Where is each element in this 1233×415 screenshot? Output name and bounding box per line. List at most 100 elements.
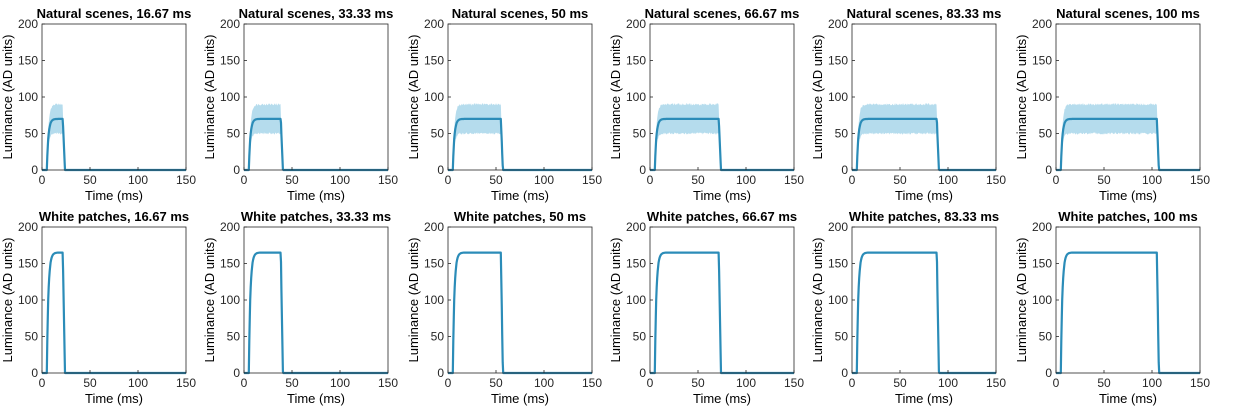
y-tick-label: 200 <box>220 220 240 234</box>
series-line <box>649 251 795 375</box>
x-axis-label: Time (ms) <box>1099 188 1157 203</box>
y-tick-label: 150 <box>1032 257 1052 271</box>
y-tick-label: 0 <box>639 366 646 380</box>
x-tick-label: 150 <box>176 376 196 390</box>
chart-panel-2: Natural scenes, 33.33 ms 0 50 100 150 0 50 100 1… <box>202 6 398 203</box>
chart-panel-4: Natural scenes, 66.67 ms 0 50 100 150 0 50 100 1… <box>608 6 804 203</box>
axes-box <box>447 226 593 374</box>
axes-box <box>649 23 795 171</box>
y-tick-label: 0 <box>437 366 444 380</box>
y-tick-label: 0 <box>841 366 848 380</box>
x-tick-label: 150 <box>784 376 804 390</box>
y-tick-label: 150 <box>1032 54 1052 68</box>
chart-panel-10: White patches, 66.67 ms 0 50 100 150 0 50 100 15… <box>608 209 804 406</box>
series-line <box>447 251 593 375</box>
y-tick-label: 150 <box>626 54 646 68</box>
chart-title: White patches, 16.67 ms <box>39 209 189 224</box>
y-tick-label: 200 <box>626 220 646 234</box>
x-tick-label: 0 <box>39 376 46 390</box>
y-axis-label: Luminance (AD units) <box>608 35 623 160</box>
x-axis-label: Time (ms) <box>287 188 345 203</box>
x-tick-label: 150 <box>582 376 602 390</box>
y-axis-label: Luminance (AD units) <box>608 238 623 363</box>
x-tick-label: 100 <box>1142 376 1162 390</box>
y-tick-label: 50 <box>633 127 647 141</box>
x-tick-label: 0 <box>849 173 856 187</box>
y-tick-label: 100 <box>1032 293 1052 307</box>
x-tick-label: 150 <box>986 376 1006 390</box>
y-axis-label: Luminance (AD units) <box>1014 238 1029 363</box>
y-tick-label: 150 <box>18 257 38 271</box>
y-axis-label: Luminance (AD units) <box>0 238 15 363</box>
x-tick-label: 150 <box>378 376 398 390</box>
x-tick-label: 0 <box>241 376 248 390</box>
x-tick-label: 100 <box>736 376 756 390</box>
axes-box <box>649 226 795 374</box>
x-tick-label: 150 <box>582 173 602 187</box>
x-tick-label: 0 <box>1053 376 1060 390</box>
x-tick-label: 100 <box>330 173 350 187</box>
y-tick-label: 50 <box>431 127 445 141</box>
y-tick-label: 200 <box>424 220 444 234</box>
x-axis-label: Time (ms) <box>491 391 549 406</box>
chart-title: White patches, 66.67 ms <box>647 209 797 224</box>
y-axis-label: Luminance (AD units) <box>1014 35 1029 160</box>
chart-title: White patches, 100 ms <box>1058 209 1197 224</box>
chart-title: Natural scenes, 100 ms <box>1056 6 1200 21</box>
axes-box <box>447 23 593 171</box>
x-tick-label: 0 <box>849 376 856 390</box>
x-axis-label: Time (ms) <box>287 391 345 406</box>
x-tick-label: 50 <box>489 173 503 187</box>
y-tick-label: 50 <box>25 127 39 141</box>
y-tick-label: 200 <box>828 17 848 31</box>
chart-title: Natural scenes, 50 ms <box>452 6 589 21</box>
chart-panel-7: White patches, 16.67 ms 0 50 100 150 0 50 100 15… <box>0 209 196 406</box>
x-tick-label: 150 <box>1190 173 1210 187</box>
y-tick-label: 200 <box>220 17 240 31</box>
x-tick-label: 0 <box>1053 173 1060 187</box>
series-line <box>41 251 187 375</box>
x-tick-label: 50 <box>691 173 705 187</box>
y-tick-label: 100 <box>626 293 646 307</box>
x-axis-label: Time (ms) <box>693 391 751 406</box>
y-tick-label: 50 <box>431 330 445 344</box>
chart-panel-12: White patches, 100 ms 0 50 100 150 0 50 100 150 2… <box>1014 209 1210 406</box>
y-tick-label: 200 <box>1032 220 1052 234</box>
y-tick-label: 0 <box>639 163 646 177</box>
y-tick-label: 150 <box>424 54 444 68</box>
chart-title: Natural scenes, 83.33 ms <box>847 6 1002 21</box>
x-tick-label: 150 <box>176 173 196 187</box>
y-tick-label: 150 <box>424 257 444 271</box>
y-tick-label: 0 <box>233 366 240 380</box>
axes-box <box>243 226 389 374</box>
y-tick-label: 100 <box>626 90 646 104</box>
y-tick-label: 150 <box>626 257 646 271</box>
x-tick-label: 0 <box>445 173 452 187</box>
y-tick-label: 50 <box>227 330 241 344</box>
x-tick-label: 50 <box>285 173 299 187</box>
axes-box <box>1055 23 1201 171</box>
x-axis-label: Time (ms) <box>85 188 143 203</box>
y-tick-label: 200 <box>828 220 848 234</box>
chart-title: White patches, 83.33 ms <box>849 209 999 224</box>
y-tick-label: 200 <box>18 220 38 234</box>
shaded-band <box>856 103 939 170</box>
chart-panel-6: Natural scenes, 100 ms 0 50 100 150 0 50 100 150… <box>1014 6 1210 203</box>
series-line <box>851 251 997 375</box>
x-tick-label: 150 <box>986 173 1006 187</box>
y-tick-label: 150 <box>220 257 240 271</box>
y-axis-label: Luminance (AD units) <box>810 238 825 363</box>
y-tick-label: 0 <box>233 163 240 177</box>
x-tick-label: 50 <box>83 376 97 390</box>
shaded-band <box>452 103 503 170</box>
y-axis-label: Luminance (AD units) <box>202 238 217 363</box>
y-tick-label: 50 <box>1039 330 1053 344</box>
x-tick-label: 100 <box>128 376 148 390</box>
chart-panel-3: Natural scenes, 50 ms 0 50 100 150 0 50 100 150 2… <box>406 6 602 203</box>
chart-title: White patches, 33.33 ms <box>241 209 391 224</box>
chart-title: Natural scenes, 16.67 ms <box>37 6 192 21</box>
x-tick-label: 150 <box>1190 376 1210 390</box>
y-tick-label: 150 <box>220 54 240 68</box>
y-tick-label: 100 <box>424 293 444 307</box>
